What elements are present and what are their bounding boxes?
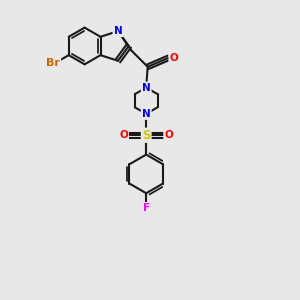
Text: O: O	[164, 130, 173, 140]
Text: O: O	[119, 130, 128, 140]
Text: S: S	[142, 129, 150, 142]
Text: Br: Br	[46, 58, 60, 68]
Text: F: F	[142, 203, 150, 213]
Text: O: O	[169, 53, 178, 63]
Text: N: N	[142, 82, 151, 93]
Text: N: N	[142, 109, 151, 119]
Text: N: N	[114, 26, 122, 36]
